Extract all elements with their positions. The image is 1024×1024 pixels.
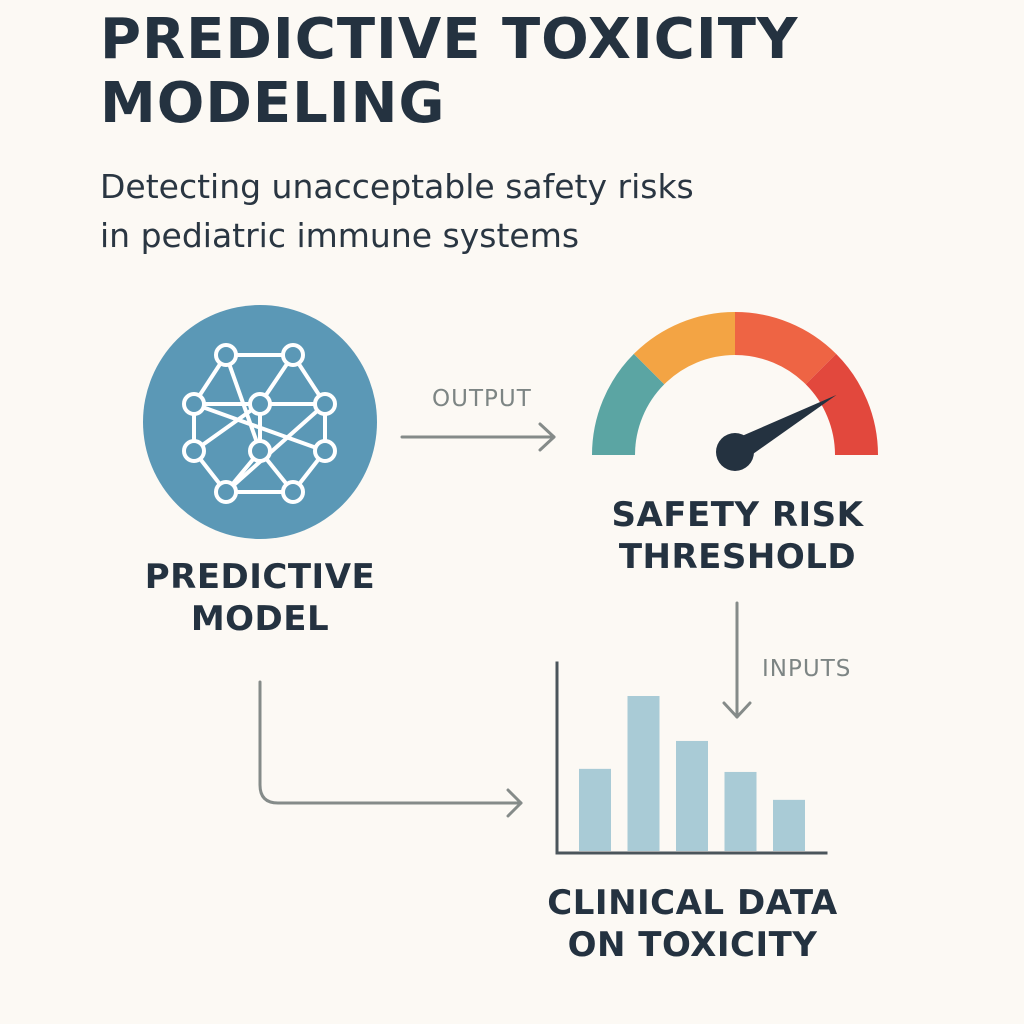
gauge-segment (735, 312, 837, 385)
network-node (214, 343, 238, 367)
network-node (248, 392, 272, 416)
title-line-2: MODELING (100, 71, 446, 136)
inputs-arrow (722, 601, 752, 719)
gauge-icon (592, 312, 878, 471)
network-node (182, 392, 206, 416)
clinical-bar (724, 771, 757, 851)
network-link (192, 402, 262, 453)
clinical-data-label-line-1: CLINICAL DATA (547, 883, 838, 923)
page-subtitle: Detecting unacceptable safety risks in p… (100, 162, 694, 260)
inputs-label: INPUTS (762, 656, 852, 682)
clinical-bar (676, 740, 708, 851)
gauge-needle-pointer (728, 394, 837, 463)
clinical-data-label: CLINICAL DATA ON TOXICITY (520, 882, 865, 966)
predictive-model-label: PREDICTIVE MODEL (110, 556, 410, 640)
network-node (248, 439, 272, 463)
model-to-clinical-connector (258, 680, 523, 818)
network-node (182, 439, 206, 463)
gauge-needle-hub (716, 433, 754, 471)
clinical-bar (773, 799, 805, 851)
clinical-bar (627, 696, 660, 851)
predictive-model-label-line-1: PREDICTIVE (144, 557, 376, 597)
clinical-data-label-line-2: ON TOXICITY (567, 925, 818, 965)
clinical-bar (579, 768, 611, 851)
neural-network-icon (143, 305, 377, 539)
network-node (313, 439, 337, 463)
gauge-needle (716, 394, 837, 471)
gauge-segment (805, 353, 878, 455)
network-node (281, 480, 305, 504)
safety-risk-threshold-label: SAFETY RISK THRESHOLD (585, 494, 890, 578)
network-node (313, 392, 337, 416)
bar-chart-icon (555, 661, 828, 855)
output-label: OUTPUT (432, 386, 532, 412)
title-line-1: PREDICTIVE TOXICITY (100, 7, 799, 72)
safety-risk-threshold-label-line-1: SAFETY RISK (611, 495, 864, 535)
network-link (224, 402, 327, 494)
page-title: PREDICTIVE TOXICITY MODELING (100, 8, 798, 136)
gauge-segment (592, 353, 665, 455)
subtitle-line-1: Detecting unacceptable safety risks (100, 167, 694, 206)
output-arrow (400, 422, 556, 452)
network-node (214, 480, 238, 504)
predictive-model-label-line-2: MODEL (190, 599, 330, 639)
gauge-segment (633, 312, 735, 385)
subtitle-line-2: in pediatric immune systems (100, 216, 580, 255)
network-node (281, 343, 305, 367)
safety-risk-threshold-label-line-2: THRESHOLD (618, 537, 857, 577)
